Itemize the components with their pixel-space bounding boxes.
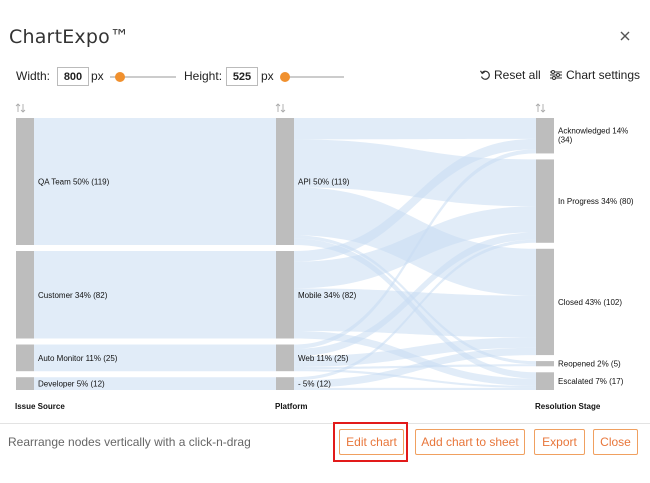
dialog-title: ChartExpo™ <box>9 26 130 48</box>
height-label: Height: <box>184 69 223 83</box>
node-auto-monitor[interactable] <box>16 344 34 372</box>
drag-hint: Rearrange nodes vertically with a click-… <box>8 435 251 449</box>
column-label-platform: Platform <box>275 402 307 411</box>
edit-chart-button[interactable]: Edit chart <box>339 429 404 455</box>
link-dash-to-escalated <box>294 387 536 390</box>
node-in-progress[interactable] <box>536 159 554 243</box>
node-label-in-progress: In Progress 34% (80) <box>558 197 634 206</box>
node-escalated[interactable] <box>536 372 554 390</box>
node-label-mobile: Mobile 34% (82) <box>298 291 357 300</box>
node-reopened[interactable] <box>536 361 554 367</box>
width-slider[interactable] <box>110 72 176 82</box>
add-chart-to-sheet-button[interactable]: Add chart to sheet <box>415 429 525 455</box>
height-input[interactable] <box>226 67 258 86</box>
node-developer[interactable] <box>16 377 34 390</box>
height-slider-knob[interactable] <box>280 72 291 82</box>
width-unit: px <box>91 69 104 83</box>
node-label-acknowledged: Acknowledged 14% <box>558 127 628 136</box>
node-mobile[interactable] <box>276 251 294 339</box>
node-closed[interactable] <box>536 248 554 356</box>
node-web[interactable] <box>276 344 294 372</box>
node-label-reopened: Reopened 2% (5) <box>558 360 621 369</box>
link-qa-team-to-api <box>34 118 276 245</box>
node-label-api: API 50% (119) <box>298 178 350 187</box>
reset-all-label: Reset all <box>494 68 541 82</box>
node-qa-team[interactable] <box>16 118 34 245</box>
link-customer-to-mobile <box>34 251 276 339</box>
settings-sliders-icon <box>550 70 562 80</box>
chart-settings-button[interactable]: Chart settings <box>549 68 640 82</box>
node-label-escalated: Escalated 7% (17) <box>558 377 624 386</box>
link-dash-to-closed <box>294 347 536 388</box>
node-api[interactable] <box>276 118 294 245</box>
width-slider-knob[interactable] <box>114 72 125 82</box>
export-button[interactable]: Export <box>534 429 585 455</box>
height-unit: px <box>261 69 274 83</box>
node-label-web: Web 11% (25) <box>298 354 349 363</box>
reset-all-button[interactable]: Reset all <box>479 68 541 82</box>
width-input[interactable] <box>57 67 89 86</box>
link-developer-to-dash <box>34 377 276 390</box>
link-api-to-in-progress <box>294 139 536 207</box>
node-label-auto-monitor: Auto Monitor 11% (25) <box>38 354 118 363</box>
node-label-customer: Customer 34% (82) <box>38 291 108 300</box>
node-label-closed: Closed 43% (102) <box>558 298 622 307</box>
link-web-to-closed <box>294 337 536 367</box>
footer-divider <box>0 423 650 424</box>
sort-arrows-icon-0[interactable] <box>15 103 26 113</box>
node-acknowledged[interactable] <box>536 118 554 154</box>
chart-settings-label: Chart settings <box>566 68 641 82</box>
column-label-resolution-stage: Resolution Stage <box>535 402 601 411</box>
sankey-svg: QA Team 50% (119) Customer 34% (82) Auto M… <box>15 103 634 411</box>
node-customer[interactable] <box>16 251 34 339</box>
link-mobile-to-acknowledged <box>294 138 536 262</box>
link-auto-monitor-to-web <box>34 344 276 372</box>
node-label-qa-team: QA Team 50% (119) <box>38 178 110 187</box>
column-label-issue-source: Issue Source <box>15 402 65 411</box>
link-web-to-acknowledged <box>294 149 536 349</box>
node-dash[interactable] <box>276 377 294 390</box>
reset-icon <box>479 70 490 80</box>
link-api-to-acknowledged <box>294 118 536 140</box>
link-web-to-escalated <box>294 369 536 388</box>
edit-chart-highlight <box>333 422 408 462</box>
node-label-dash: - 5% (12) <box>298 380 331 389</box>
node-label-acknowledged-value: (34) <box>558 136 573 145</box>
height-slider[interactable] <box>280 72 344 82</box>
link-dash-to-in-progress <box>294 239 536 381</box>
link-mobile-to-escalated <box>294 331 536 386</box>
chart-toolbar: Width: px Height: px Reset all Ch <box>0 66 650 88</box>
width-label: Width: <box>16 69 51 83</box>
sort-arrows-icon-1[interactable] <box>275 103 286 113</box>
link-web-to-in-progress <box>294 232 536 357</box>
close-button[interactable]: Close <box>593 429 638 455</box>
node-label-developer: Developer 5% (12) <box>38 380 105 389</box>
sort-arrows-icon-2[interactable] <box>535 103 546 113</box>
sankey-chart: QA Team 50% (119) Customer 34% (82) Auto M… <box>0 96 650 420</box>
close-icon[interactable] <box>617 28 633 44</box>
